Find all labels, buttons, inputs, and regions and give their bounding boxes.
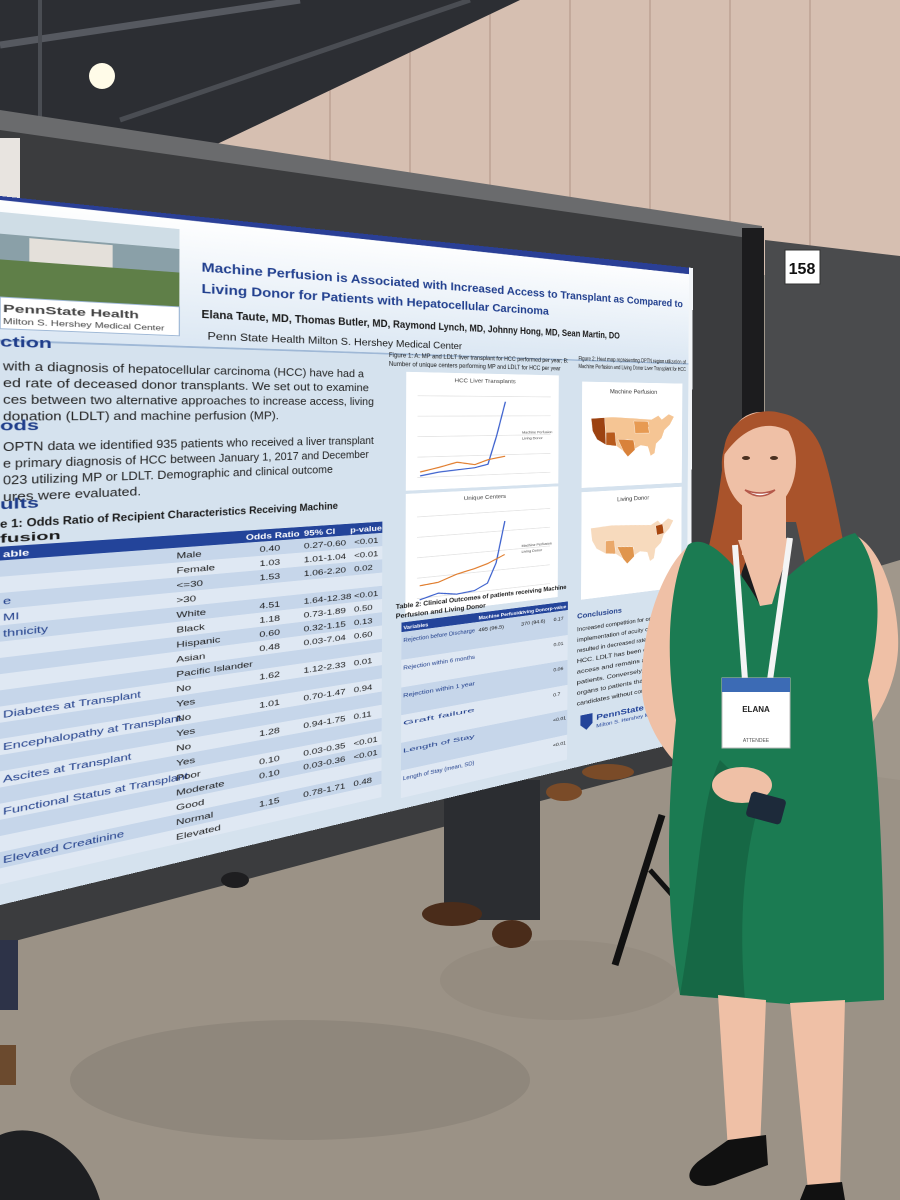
badge-name: ELANA — [742, 705, 770, 714]
eye — [742, 456, 750, 460]
badge-header — [722, 678, 790, 692]
leg — [718, 995, 766, 1150]
badge-role: ATTENDEE — [743, 738, 770, 744]
eye — [770, 456, 778, 460]
shoe — [800, 1182, 845, 1200]
leg — [790, 1000, 845, 1190]
shoe — [689, 1135, 768, 1186]
